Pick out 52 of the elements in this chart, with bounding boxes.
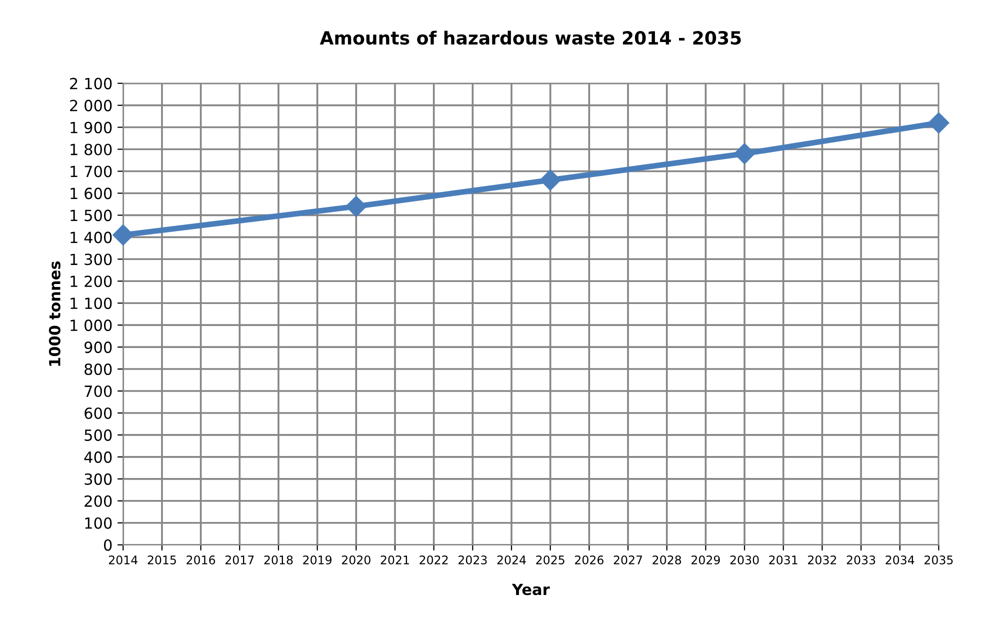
x-tick-label: 2017 [225,555,254,564]
y-tick-label: 300 [84,473,112,485]
x-tick-label: 2016 [186,555,216,564]
x-tick-label: 2031 [769,555,798,564]
x-tick-label: 2030 [730,555,759,564]
y-tick-label: 1 500 [70,210,112,222]
y-tick-label: 2 000 [70,100,112,112]
y-tick-label: 1 400 [70,232,112,244]
y-tick-label: 500 [84,429,112,441]
y-tick-label: 1 100 [70,298,112,310]
y-tick-label: 1 200 [70,276,112,288]
y-tick-label: 1 600 [70,188,112,200]
y-tick-label: 1 300 [70,254,112,266]
x-tick-label: 2018 [264,555,293,564]
point [734,143,756,164]
point [928,112,950,134]
y-axis-title: 1000 tonnes [48,261,60,366]
point [346,196,367,217]
x-tick-label: 2015 [148,555,176,564]
x-tick-label: 2019 [303,555,332,564]
x-tick-label: 2026 [575,555,604,564]
y-tick-label: 700 [84,385,112,398]
x-tick-label: 2024 [497,555,526,564]
point [540,170,561,191]
x-tick-label: 2027 [614,555,642,564]
x-axis-title: Year [512,584,550,596]
y-tick-label: 0 [104,539,112,551]
y-tick-label: 1 800 [70,144,112,156]
y-tick-label: 600 [84,407,112,420]
y-tick-label: 1 000 [70,320,112,332]
y-tick-label: 400 [84,451,112,463]
x-tick-label: 2022 [420,555,448,564]
y-tick-label: 1 900 [70,122,112,134]
y-tick-label: 1 700 [70,166,112,178]
y-tick-label: 900 [84,342,112,354]
y-tick-label: 100 [85,517,112,529]
y-tick-label: 800 [84,364,112,376]
point [112,224,134,246]
x-tick-label: 2032 [808,555,836,564]
x-tick-label: 2025 [536,555,564,564]
x-tick-label: 2035 [924,555,953,564]
x-tick-label: 2021 [380,555,409,564]
x-tick-label: 2023 [458,555,487,564]
x-tick-label: 2029 [692,555,720,564]
x-tick-label: 2034 [886,555,914,564]
x-tick-label: 2020 [342,555,370,564]
y-tick-label: 200 [84,495,112,507]
x-tick-label: 2033 [846,555,876,564]
x-tick-label: 2014 [108,555,138,564]
x-tick-label: 2028 [652,555,682,564]
y-tick-label: 2 100 [70,78,112,90]
chart-title: Amounts of hazardous waste 2014 - 2035 [320,30,741,45]
